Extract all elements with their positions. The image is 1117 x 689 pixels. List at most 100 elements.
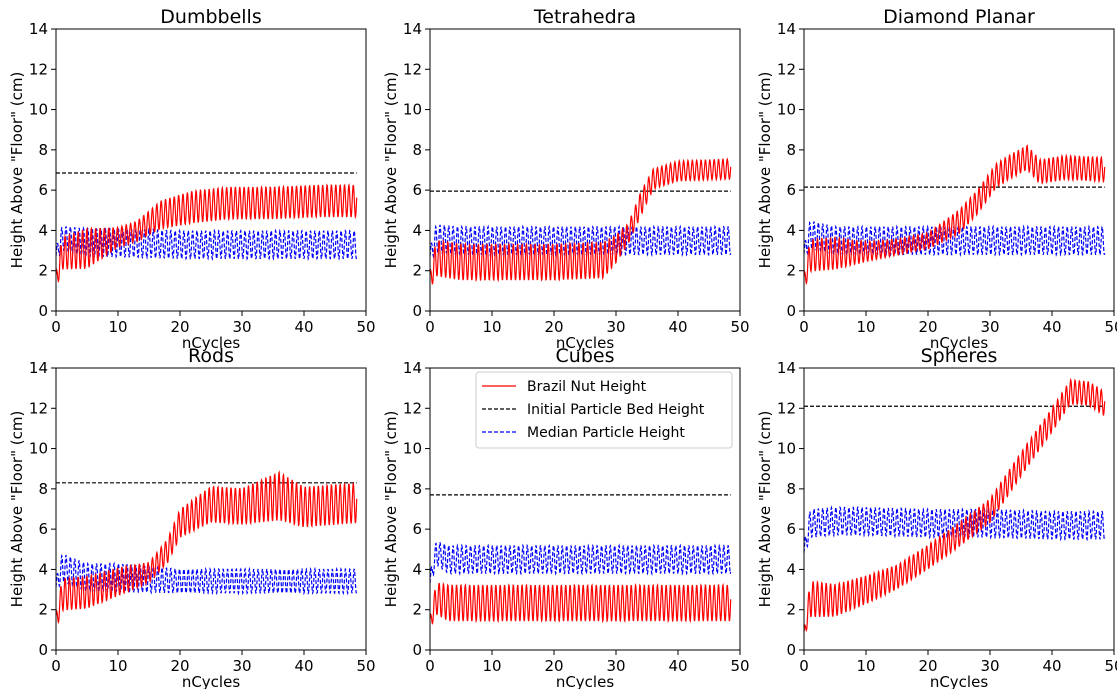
y-tick-label: 14 — [777, 20, 796, 38]
y-tick-label: 10 — [403, 101, 422, 119]
series-line-median-particle-height — [803, 505, 1106, 553]
chart-title: Cubes — [556, 345, 615, 367]
y-tick-label: 14 — [29, 20, 48, 38]
y-tick-label: 14 — [403, 20, 422, 38]
x-tick-label: 50 — [356, 318, 375, 336]
chart-panel: 0 10 20 30 40 50 0 2 4 6 8 10 12 14 Cubes nCycles Height… — [382, 345, 750, 689]
y-tick-label: 6 — [786, 520, 796, 538]
chart-panel: 0 10 20 30 40 50 0 2 4 6 8 10 12 14 Diamond Planar nCyc… — [756, 6, 1117, 352]
y-tick-label: 4 — [412, 221, 422, 239]
chart-panel: 0 10 20 30 40 50 0 2 4 6 8 10 12 14 Spheres nCycles Heig… — [756, 345, 1117, 689]
legend: Brazil Nut Height Initial Particle Bed He… — [475, 371, 733, 449]
x-tick-label: 40 — [294, 318, 313, 336]
x-tick-label: 40 — [294, 657, 313, 675]
x-tick-label: 10 — [482, 318, 501, 336]
y-axis-label: Height Above "Floor" (cm) — [756, 72, 774, 269]
x-tick-label: 30 — [232, 657, 251, 675]
series-line-brazil-nut-height — [429, 581, 732, 625]
x-tick-label: 30 — [980, 318, 999, 336]
series-line-brazil-nut-height — [429, 157, 732, 285]
x-tick-label: 0 — [425, 318, 435, 336]
x-tick-label: 10 — [108, 657, 127, 675]
x-tick-label: 0 — [799, 657, 809, 675]
y-axis-label: Height Above "Floor" (cm) — [756, 411, 774, 608]
x-tick-label: 20 — [918, 657, 937, 675]
y-tick-label: 6 — [786, 181, 796, 199]
y-tick-label: 10 — [403, 440, 422, 458]
y-tick-label: 12 — [777, 399, 796, 417]
y-tick-label: 2 — [786, 601, 796, 619]
series-line-median-particle-height — [55, 225, 358, 262]
y-tick-label: 6 — [412, 520, 422, 538]
y-tick-label: 14 — [777, 359, 796, 377]
y-tick-label: 2 — [412, 601, 422, 619]
y-tick-label: 4 — [38, 560, 48, 578]
legend-box — [475, 371, 733, 449]
y-tick-label: 0 — [412, 641, 422, 659]
series-line-brazil-nut-height — [55, 182, 358, 284]
axes-frame — [55, 28, 367, 312]
x-tick-label: 30 — [232, 318, 251, 336]
y-tick-label: 10 — [29, 440, 48, 458]
chart-title: Spheres — [921, 345, 998, 367]
x-axis-label: nCycles — [182, 673, 241, 689]
y-tick-label: 0 — [38, 302, 48, 320]
x-tick-label: 10 — [856, 657, 875, 675]
y-tick-label: 0 — [786, 302, 796, 320]
x-tick-label: 10 — [108, 318, 127, 336]
y-tick-label: 0 — [786, 641, 796, 659]
y-tick-label: 4 — [786, 560, 796, 578]
y-tick-label: 2 — [412, 262, 422, 280]
y-tick-label: 8 — [786, 480, 796, 498]
axes-frame — [429, 28, 741, 312]
x-tick-label: 40 — [1042, 657, 1061, 675]
y-tick-label: 12 — [29, 60, 48, 78]
y-tick-label: 10 — [777, 101, 796, 119]
x-axis-label: nCycles — [930, 673, 989, 689]
x-tick-label: 0 — [799, 318, 809, 336]
x-tick-label: 20 — [544, 657, 563, 675]
x-tick-label: 40 — [1042, 318, 1061, 336]
y-tick-label: 2 — [38, 262, 48, 280]
series-line-brazil-nut-height — [803, 377, 1106, 633]
x-tick-label: 10 — [482, 657, 501, 675]
legend-label: Brazil Nut Height — [527, 379, 647, 395]
x-tick-label: 20 — [170, 318, 189, 336]
x-tick-label: 40 — [668, 657, 687, 675]
axes-frame — [803, 28, 1115, 312]
y-tick-label: 12 — [403, 60, 422, 78]
chart-title: Diamond Planar — [883, 6, 1035, 28]
axes-frame — [55, 367, 367, 651]
y-tick-label: 4 — [38, 221, 48, 239]
chart-title: Tetrahedra — [533, 6, 636, 28]
x-tick-label: 50 — [730, 657, 749, 675]
x-tick-label: 10 — [856, 318, 875, 336]
axes-frame — [803, 367, 1115, 651]
series-line-median-particle-height — [55, 554, 358, 596]
x-tick-label: 40 — [668, 318, 687, 336]
x-axis-label: nCycles — [182, 334, 241, 352]
x-tick-label: 30 — [980, 657, 999, 675]
y-tick-label: 10 — [777, 440, 796, 458]
y-axis-label: Height Above "Floor" (cm) — [8, 411, 26, 608]
chart-panel: 0 10 20 30 40 50 0 2 4 6 8 10 12 14 Rods nCycles Height … — [8, 345, 376, 689]
x-tick-label: 0 — [51, 657, 61, 675]
y-tick-label: 8 — [412, 141, 422, 159]
y-tick-label: 4 — [786, 221, 796, 239]
chart-title: Dumbbells — [160, 6, 261, 28]
y-axis-label: Height Above "Floor" (cm) — [8, 72, 26, 269]
x-axis-label: nCycles — [556, 334, 615, 352]
series-line-median-particle-height — [429, 224, 732, 259]
y-tick-label: 6 — [38, 520, 48, 538]
x-axis-label: nCycles — [930, 334, 989, 352]
series-line-brazil-nut-height — [803, 144, 1106, 286]
axes-frame — [429, 367, 741, 651]
y-tick-label: 8 — [412, 480, 422, 498]
y-tick-label: 10 — [29, 101, 48, 119]
y-tick-label: 14 — [29, 359, 48, 377]
x-tick-label: 0 — [51, 318, 61, 336]
y-tick-label: 0 — [412, 302, 422, 320]
y-tick-label: 0 — [38, 641, 48, 659]
y-tick-label: 12 — [777, 60, 796, 78]
